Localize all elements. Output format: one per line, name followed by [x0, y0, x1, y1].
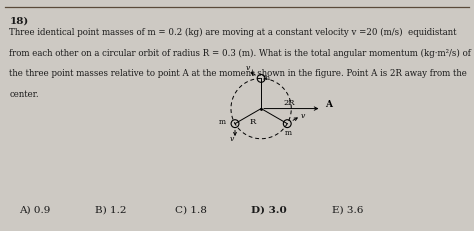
Text: v: v — [230, 135, 235, 143]
Text: A) 0.9: A) 0.9 — [19, 206, 50, 215]
Text: E) 3.6: E) 3.6 — [332, 206, 363, 215]
Text: the three point masses relative to point A at the moment shown in the figure. Po: the three point masses relative to point… — [9, 69, 467, 78]
Text: B) 1.2: B) 1.2 — [95, 206, 126, 215]
Text: Three identical point masses of m = 0.2 (kg) are moving at a constant velocity v: Three identical point masses of m = 0.2 … — [9, 28, 457, 37]
Text: R: R — [250, 118, 256, 126]
Text: from each other on a circular orbit of radius R = 0.3 (m). What is the total ang: from each other on a circular orbit of r… — [9, 49, 471, 58]
Text: m: m — [219, 118, 226, 126]
Text: m: m — [285, 129, 292, 137]
Text: v: v — [301, 112, 305, 120]
Text: 18): 18) — [9, 16, 29, 25]
Text: D) 3.0: D) 3.0 — [251, 206, 287, 215]
Text: A: A — [325, 100, 332, 109]
Text: m: m — [263, 74, 270, 82]
Text: center.: center. — [9, 90, 39, 99]
Text: 2R: 2R — [284, 99, 295, 107]
Text: v: v — [246, 64, 250, 72]
Text: C) 1.8: C) 1.8 — [175, 206, 207, 215]
